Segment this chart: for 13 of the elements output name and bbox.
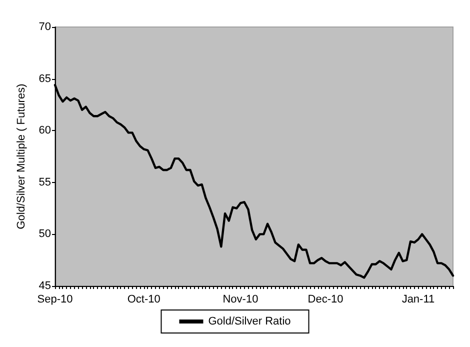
legend-label: Gold/Silver Ratio [208,316,291,328]
y-tick-label: 60 [38,124,51,137]
y-tick-label: 55 [38,176,51,188]
x-tick-label: Sep-10 [37,294,73,306]
y-tick-label: 65 [38,72,51,85]
x-tick-label: Nov-10 [222,294,258,306]
x-tick-label: Oct-10 [127,294,160,306]
y-axis-title: Gold/Silver Multiple ( Futures) [16,84,28,230]
y-tick-label: 70 [38,21,51,33]
y-tick-label: 50 [38,228,51,240]
x-tick-label: Jan-11 [402,294,435,306]
x-tick-label: Dec-10 [308,294,344,306]
y-tick-label: 45 [38,280,51,292]
